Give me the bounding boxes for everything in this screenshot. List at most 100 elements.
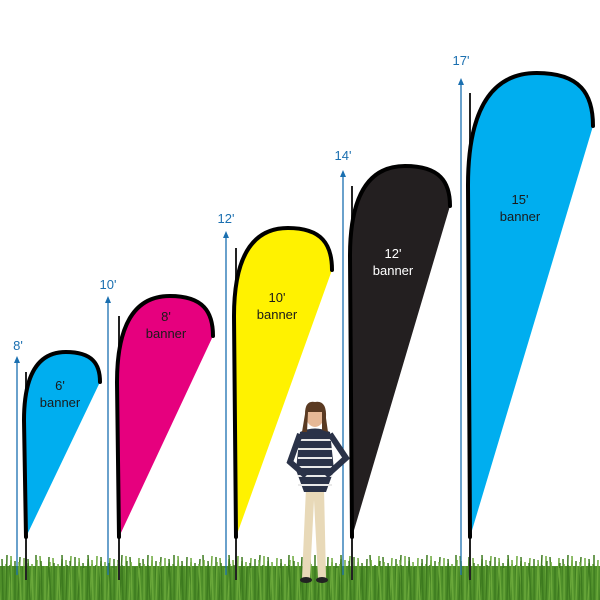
person: [286, 401, 350, 583]
banner-size-label: 12': [385, 246, 402, 261]
grass-blade: [228, 554, 232, 600]
banner-5: 15' banner 17': [453, 53, 595, 580]
grass-blade: [370, 559, 373, 600]
grass-blade: [250, 567, 253, 600]
grass-blade: [481, 554, 484, 600]
grass-blade: [5, 554, 8, 600]
grass-blade: [108, 562, 112, 600]
grass-blade: [357, 557, 361, 600]
grass-blade: [95, 555, 98, 600]
grass-blade: [10, 555, 13, 600]
person-shoe: [300, 577, 312, 583]
grass-blade: [507, 554, 511, 600]
banner-2: 8' banner 10': [100, 277, 215, 580]
grass-blade: [275, 557, 278, 600]
grass-blade: [451, 563, 454, 600]
banner-word-label: banner: [257, 307, 298, 322]
grass-blade: [395, 563, 398, 600]
grass-blade: [490, 565, 493, 600]
grass-blade: [596, 559, 599, 600]
grass-blade: [27, 558, 31, 600]
grass-blade: [416, 557, 419, 600]
grass-blade: [545, 560, 548, 600]
banner-word-label: banner: [40, 395, 81, 410]
grass-blade: [387, 562, 391, 600]
person-arm-right: [323, 432, 350, 479]
grass-blade: [567, 564, 571, 600]
grass-blade: [417, 567, 421, 600]
grass-blade: [70, 565, 73, 600]
grass-blade: [310, 563, 313, 600]
banner-outline: [465, 70, 595, 539]
grass-blade: [155, 565, 158, 600]
grass-blade: [147, 564, 151, 600]
grass-blade: [267, 556, 271, 600]
banner-3: 10' banner 12': [218, 211, 334, 580]
banner-size-label: 6': [55, 378, 65, 393]
grass-blade: [558, 567, 562, 600]
grass-blade: [378, 565, 382, 600]
grass-blade: [511, 559, 514, 600]
banner-outline: [114, 293, 215, 539]
grass-blade: [425, 554, 428, 600]
grass-blade: [575, 565, 578, 600]
height-label: 14': [335, 148, 352, 163]
person-arm-left: [286, 432, 308, 479]
banner-fabric: [24, 352, 100, 537]
grass-blade: [236, 555, 239, 600]
grass-blade: [361, 562, 364, 600]
banner-fabric: [350, 166, 450, 537]
grass-blade: [91, 559, 94, 600]
banner-word-label: banner: [500, 209, 541, 224]
grass-blade: [181, 560, 184, 600]
grass-blade: [258, 559, 262, 600]
grass-blade: [515, 555, 518, 600]
arrow-head-icon: [458, 78, 464, 85]
banner-1: 6' banner 8': [13, 338, 102, 580]
banner-fabric: [468, 73, 593, 537]
grass-blade: [498, 557, 502, 600]
height-label: 17': [453, 53, 470, 68]
height-label: 12': [218, 211, 235, 226]
grass-blade: [348, 560, 352, 600]
grass-blade: [48, 566, 52, 600]
grass-blade: [391, 567, 394, 600]
grass-blade: [326, 556, 329, 600]
grass-blade: [57, 563, 61, 600]
grass-blade: [18, 561, 22, 600]
grass-blade: [528, 562, 532, 600]
grass-blade: [588, 558, 592, 600]
grass-blade: [280, 558, 283, 600]
banner-outline: [347, 163, 452, 539]
grass-blade: [400, 564, 403, 600]
grass-blade: [130, 561, 133, 600]
grass-blade: [100, 556, 103, 600]
banner-outline: [21, 349, 102, 539]
grass-blade: [185, 556, 188, 600]
person-shoe: [316, 577, 328, 583]
grass-blade: [455, 559, 458, 600]
grass-blade: [537, 559, 541, 600]
grass-blade: [271, 561, 274, 600]
grass-blade: [121, 564, 124, 600]
grass-blade: [220, 562, 223, 600]
grass-blade: [245, 566, 248, 600]
grass-blade: [571, 555, 574, 600]
banner-word-label: banner: [146, 326, 187, 341]
grass-blade: [580, 566, 583, 600]
height-label: 8': [13, 338, 23, 353]
arrow-head-icon: [14, 356, 20, 363]
arrow-head-icon: [223, 231, 229, 238]
grass-blade: [65, 564, 68, 600]
grass-blade: [61, 554, 64, 600]
banner-fabric: [117, 296, 213, 537]
banner-4: 12' banner 14': [335, 148, 452, 580]
grass-blade: [151, 555, 154, 600]
grass-blade: [520, 556, 523, 600]
grass-blade: [207, 560, 211, 600]
grass-blade: [168, 558, 172, 600]
person-pants: [302, 488, 326, 578]
grass-blade: [177, 555, 181, 600]
